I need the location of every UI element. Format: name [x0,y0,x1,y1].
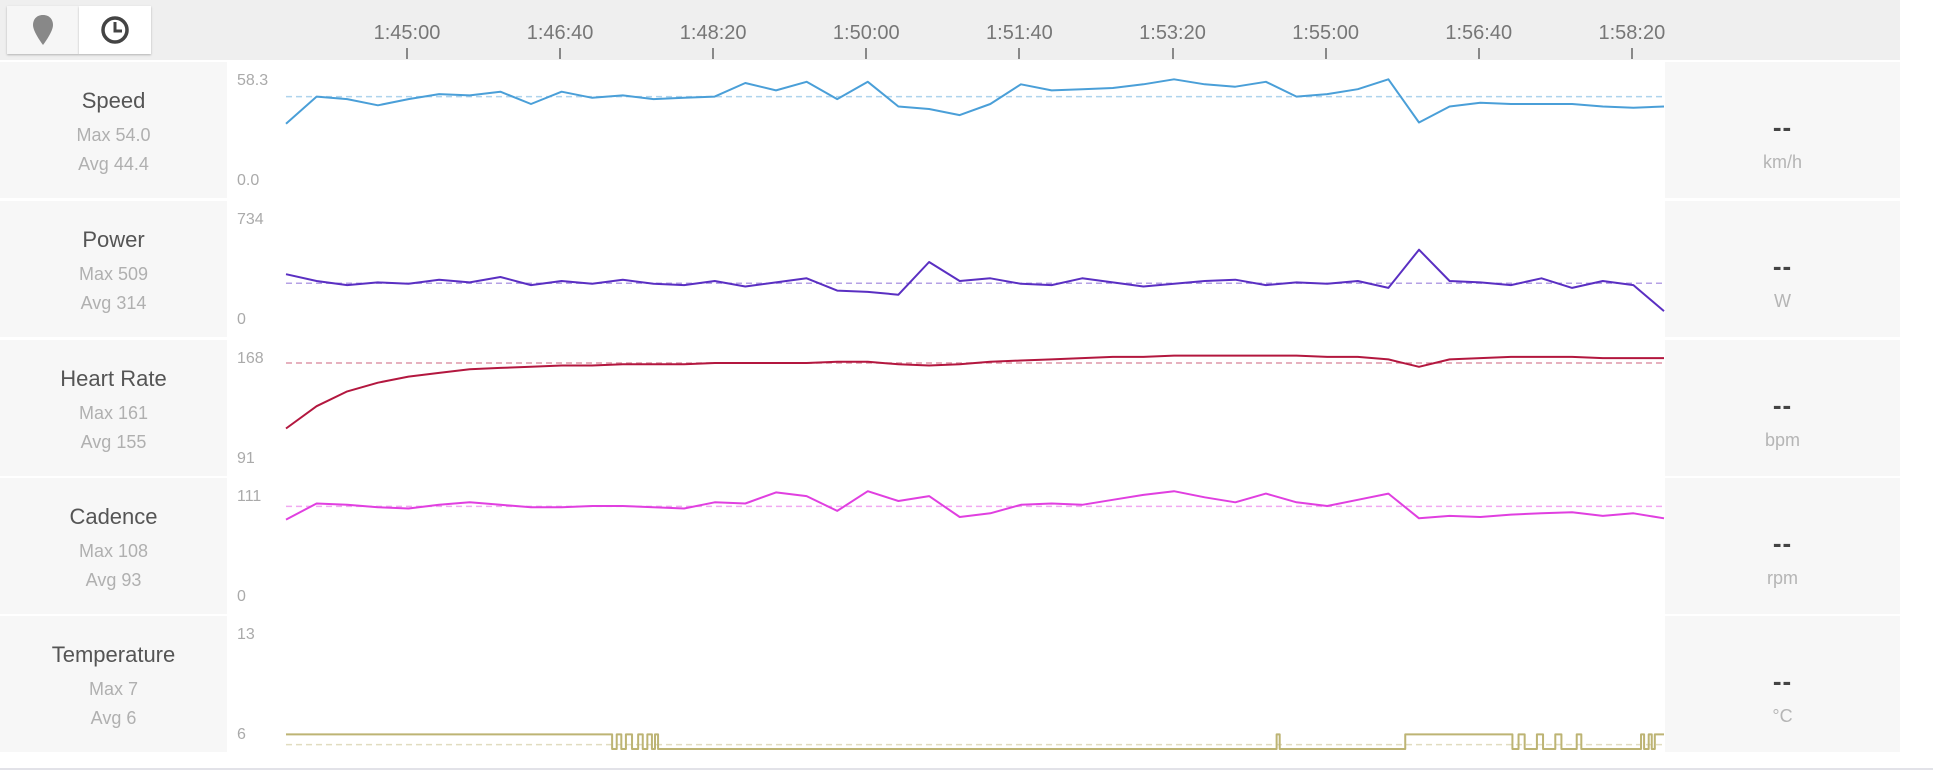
current-value: -- [1772,112,1793,142]
timeline-header: 1:45:00 1:46:40 1:48:20 1:50:00 1:51:40 1:53:… [0,0,1900,60]
y-max-label: 58.3 [237,72,269,89]
y-max-label: 111 [237,488,262,505]
metric-avg: Avg 314 [80,293,147,313]
y-max-label: 168 [237,350,264,367]
time-tick-mark [1171,48,1174,59]
metric-row-heart-rate: Heart Rate Max 161 Avg 155 168 91 -- bpm [0,340,1900,476]
time-tick-label: 1:55:00 [1292,22,1359,44]
metric-row-cadence: Cadence Max 108 Avg 93 111 0 -- rpm [0,478,1900,614]
unit-label: W [1774,291,1791,311]
bottom-divider [0,768,1933,770]
metric-row-power: Power Max 509 Avg 314 734 0 -- W [0,201,1900,337]
current-value: -- [1772,528,1793,558]
metric-summary: Cadence Max 108 Avg 93 [0,478,227,614]
metric-row-temperature: Temperature Max 7 Avg 6 13 6 -- °C [0,616,1900,752]
time-tick-label: 1:46:40 [526,22,594,44]
time-tick-mark [1324,48,1327,59]
current-value-panel: -- °C [1665,616,1900,752]
time-view-button[interactable] [79,6,151,54]
cadence-series-line [285,490,1665,521]
metric-avg: Avg 6 [90,708,137,728]
unit-label: km/h [1762,152,1802,172]
time-tick-mark [865,48,868,59]
metric-avg: Avg 93 [85,570,142,590]
speed-series-line [285,78,1665,125]
time-tick-label: 1:53:20 [1139,22,1206,44]
y-max-label: 734 [237,211,264,228]
power-series-line [285,248,1665,312]
time-tick-mark [1018,48,1021,59]
time-tick-mark [559,48,562,59]
speed-chart[interactable]: 58.3 0.0 [227,62,1665,198]
power-plot [285,248,1665,312]
unit-label: °C [1772,706,1793,726]
temperature-chart[interactable]: 13 6 [227,616,1665,752]
clock-icon [101,16,129,44]
temperature-series-line [286,733,1664,750]
heart_rate-series-line [285,354,1664,430]
metric-max: Max 108 [78,541,149,561]
time-tick-label: 1:48:20 [679,22,747,44]
time-tick-mark [1630,48,1633,59]
metric-max: Max 7 [88,679,139,699]
speed-plot [285,78,1665,125]
metric-max: Max 509 [78,264,149,284]
metric-title: Heart Rate [60,366,167,391]
y-min-label: 0 [237,311,246,328]
cadence-plot [285,490,1665,521]
y-max-label: 13 [237,626,255,643]
y-min-label: 0 [237,588,246,605]
time-tick-label: 1:51:40 [986,22,1053,44]
metric-summary: Power Max 509 Avg 314 [0,201,227,337]
time-tick-label: 1:50:00 [832,22,900,44]
current-value-panel: -- km/h [1665,62,1900,198]
metric-summary: Speed Max 54.0 Avg 44.4 [0,62,227,198]
metric-title: Speed [81,88,146,113]
temperature-plot [286,733,1665,750]
metric-summary: Heart Rate Max 161 Avg 155 [0,340,227,476]
metric-row-speed: Speed Max 54.0 Avg 44.4 58.3 0.0 -- km/h [0,62,1900,198]
current-value-panel: -- W [1665,201,1900,337]
map-view-button[interactable] [7,6,79,54]
metric-title: Power [82,227,145,252]
power-chart[interactable]: 734 0 [227,201,1665,337]
y-min-label: 0.0 [237,172,260,189]
time-tick-label: 1:45:00 [373,22,441,44]
y-min-label: 91 [237,450,255,467]
metric-max: Max 54.0 [76,125,151,145]
metric-max: Max 161 [78,403,149,423]
metric-summary: Temperature Max 7 Avg 6 [0,616,227,752]
unit-label: rpm [1767,568,1798,588]
current-value: -- [1772,390,1793,420]
current-value: -- [1772,251,1793,281]
time-tick-mark [405,48,408,59]
current-value-panel: -- bpm [1665,340,1900,476]
heart-rate-chart[interactable]: 168 91 [227,340,1665,476]
time-tick-label: 1:58:20 [1598,22,1666,44]
current-value: -- [1772,666,1793,696]
metric-title: Temperature [51,642,176,667]
cadence-chart[interactable]: 111 0 [227,478,1665,614]
map-pin-icon [33,15,53,45]
metric-avg: Avg 44.4 [78,154,149,174]
time-tick-mark [712,48,715,59]
heart-rate-plot [285,354,1665,430]
time-tick-mark [1477,48,1480,59]
time-tick-label: 1:56:40 [1445,22,1513,44]
metric-title: Cadence [69,504,158,529]
unit-label: bpm [1764,430,1800,450]
metric-avg: Avg 155 [80,432,147,452]
current-value-panel: -- rpm [1665,478,1900,614]
y-min-label: 6 [237,726,246,743]
